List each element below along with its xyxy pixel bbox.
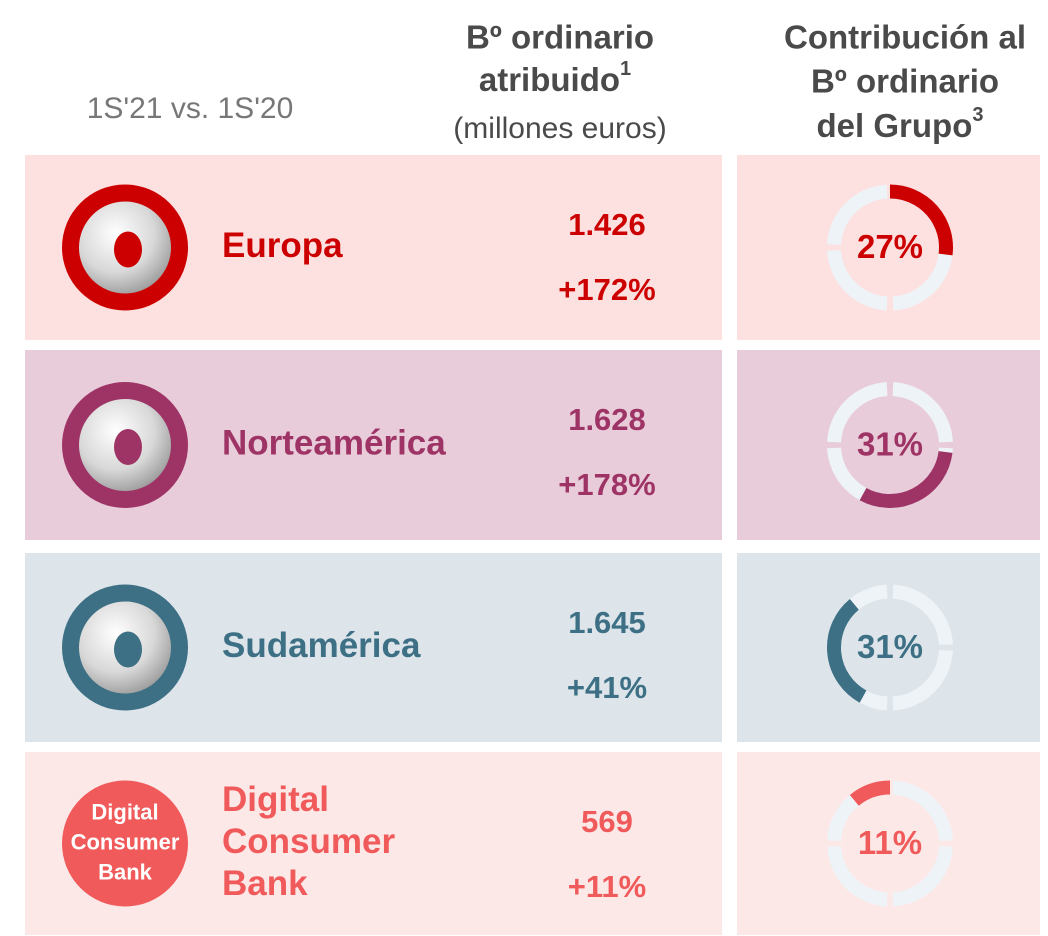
profit-value: 569 xyxy=(581,804,633,839)
region-name: Consumer xyxy=(222,822,395,861)
donut-arc xyxy=(889,184,953,256)
donut-track xyxy=(827,845,888,907)
profit-change: +11% xyxy=(568,869,646,904)
profit-change: +172% xyxy=(558,272,655,307)
donut-track xyxy=(827,382,888,443)
donut-arc xyxy=(859,450,953,508)
donut-track xyxy=(892,780,953,842)
donut-track xyxy=(892,382,953,443)
contribution-label: 31% xyxy=(857,628,923,665)
profit-change: +178% xyxy=(558,467,655,502)
icon-text: Consumer xyxy=(71,829,180,854)
region-name: Bank xyxy=(222,864,308,903)
profit-value: 1.645 xyxy=(568,605,646,640)
donut-track xyxy=(827,249,888,311)
superscript: 3 xyxy=(972,104,983,126)
column-header: Bº ordinario xyxy=(466,19,654,56)
icon xyxy=(62,780,188,907)
continent xyxy=(114,231,142,268)
row-panel xyxy=(737,350,1040,540)
column-header: atribuido1 xyxy=(479,58,631,97)
donut-track xyxy=(892,584,953,646)
column-header: Contribución al xyxy=(784,19,1026,56)
contribution-label: 11% xyxy=(858,824,922,861)
donut-arc xyxy=(827,598,867,703)
region-name: Sudamérica xyxy=(222,626,421,665)
donut-track xyxy=(892,249,953,311)
column-header-text: atribuido xyxy=(479,61,620,98)
contribution-label: 27% xyxy=(857,228,923,265)
superscript: 1 xyxy=(620,58,631,80)
continent xyxy=(114,631,142,668)
profit-change: +41% xyxy=(567,670,647,705)
continent xyxy=(114,429,142,465)
row-panel xyxy=(737,155,1040,340)
column-header-text: del Grupo xyxy=(817,107,973,144)
contribution-label: 31% xyxy=(857,426,923,463)
column-header: Bº ordinario xyxy=(811,63,999,100)
donut-track xyxy=(827,184,888,246)
profit-value: 1.628 xyxy=(568,402,646,437)
icon-text: Bank xyxy=(98,859,153,884)
profit-value: 1.426 xyxy=(568,207,646,242)
row-panel xyxy=(737,553,1040,742)
column-unit: (millones euros) xyxy=(453,112,666,145)
column-header: del Grupo3 xyxy=(817,104,984,143)
region-name: Digital xyxy=(222,780,329,819)
donut-track xyxy=(892,845,953,907)
region-name: Europa xyxy=(222,226,343,265)
region-name: Norteamérica xyxy=(222,423,446,462)
donut-track xyxy=(892,649,953,711)
period-label: 1S'21 vs. 1S'20 xyxy=(87,92,294,125)
donut-arc xyxy=(849,780,891,806)
icon-text: Digital xyxy=(91,799,158,824)
